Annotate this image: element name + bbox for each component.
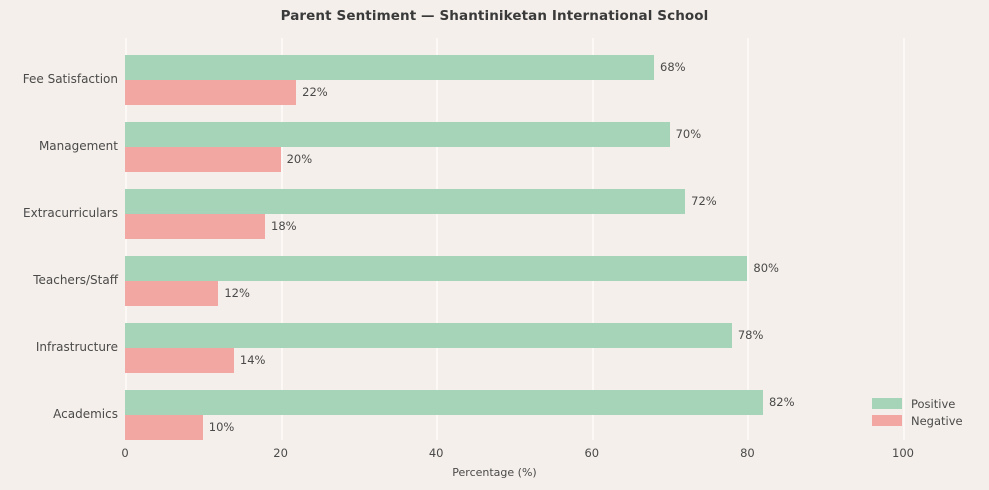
y-axis-tick-labels: Fee Satisfaction Management Extracurricula… [0, 38, 118, 440]
legend: Positive Negative [872, 395, 984, 429]
gridline [436, 38, 439, 440]
bar-negative[interactable] [125, 415, 203, 440]
chart-title: Parent Sentiment — Shantiniketan Interna… [280, 8, 709, 24]
bar-negative[interactable] [125, 147, 281, 172]
bar-positive[interactable] [125, 390, 763, 415]
legend-label: Positive [911, 396, 956, 411]
bar-value-label: 82% [768, 395, 795, 409]
plot-area: 68% 22% 70% 20% 72% 18% 80% 12% 78% 14% 82% 10% [125, 38, 905, 440]
gridline [125, 38, 127, 440]
bar-positive[interactable] [125, 122, 670, 147]
bar-value-label: 78% [737, 328, 764, 342]
bar-positive[interactable] [125, 323, 732, 348]
gridline [903, 38, 905, 440]
bar-negative[interactable] [125, 348, 234, 373]
y-axis-tick: Extracurriculars [23, 206, 118, 220]
x-axis-tick: 0 [121, 446, 129, 460]
x-axis-tick: 60 [584, 446, 600, 460]
legend-item-negative[interactable]: Negative [872, 412, 984, 429]
bar-positive[interactable] [125, 189, 686, 214]
x-axis-tick: 20 [273, 446, 288, 460]
gridline [747, 38, 750, 440]
legend-swatch-icon [872, 398, 902, 409]
x-axis-tick: 40 [428, 446, 444, 460]
bar-value-label: 14% [239, 353, 266, 367]
gridline [280, 38, 283, 440]
legend-label: Negative [911, 413, 963, 428]
bar-value-label: 72% [691, 194, 717, 208]
bar-value-label: 68% [660, 60, 686, 74]
x-axis-label: Percentage (%) [452, 466, 537, 479]
y-axis-tick: Management [38, 139, 118, 153]
bar-positive[interactable] [125, 256, 748, 281]
bar-value-label: 22% [302, 85, 328, 99]
bar-value-label: 12% [224, 286, 250, 300]
y-axis-tick: Teachers/Staff [33, 273, 118, 287]
bar-negative[interactable] [125, 80, 297, 105]
bar-value-label: 20% [286, 152, 313, 166]
bar-negative[interactable] [125, 281, 219, 306]
y-axis-tick: Fee Satisfaction [22, 72, 118, 86]
bar-negative[interactable] [125, 214, 266, 239]
bar-positive[interactable] [125, 55, 655, 80]
y-axis-tick: Infrastructure [35, 340, 118, 354]
y-axis-tick: Academics [53, 407, 118, 421]
bar-value-label: 70% [675, 127, 702, 141]
legend-item-positive[interactable]: Positive [872, 395, 984, 412]
bar-value-label: 80% [753, 261, 779, 275]
bar-value-label: 18% [271, 219, 297, 233]
x-axis-tick: 80 [740, 446, 755, 460]
legend-swatch-icon [872, 415, 902, 426]
bar-value-label: 10% [208, 420, 235, 434]
x-axis-tick: 100 [892, 446, 914, 460]
gridline [591, 38, 594, 440]
